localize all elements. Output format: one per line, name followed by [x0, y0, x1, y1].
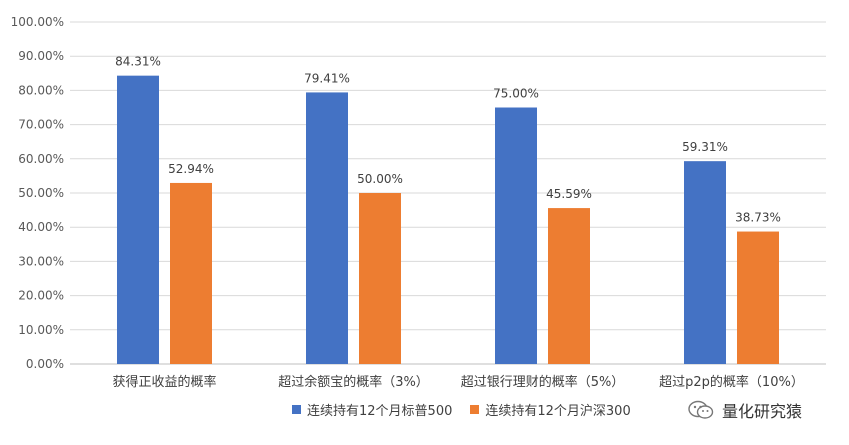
y-tick-label: 60.00% — [18, 152, 64, 166]
y-tick-label: 70.00% — [18, 118, 64, 132]
wechat-icon — [688, 400, 714, 419]
data-label: 45.59% — [546, 187, 592, 201]
data-label: 79.41% — [304, 71, 350, 85]
legend-label-series-1: 连续持有12个月标普500 — [307, 404, 453, 419]
legend-swatch-series-2 — [470, 405, 480, 414]
bar — [684, 161, 726, 364]
y-tick-label: 40.00% — [18, 220, 64, 234]
data-label: 59.31% — [682, 140, 728, 154]
bar — [548, 208, 590, 364]
watermark-text: 量化研究猿 — [722, 402, 803, 421]
watermark: 量化研究猿 — [688, 398, 802, 422]
data-label: 75.00% — [493, 87, 539, 101]
y-tick-label: 20.00% — [18, 289, 64, 303]
bar — [495, 107, 537, 364]
y-tick-label: 90.00% — [18, 49, 64, 63]
bar — [359, 193, 401, 364]
bar — [737, 231, 779, 364]
x-tick-label: 超过余额宝的概率（3%） — [278, 374, 429, 390]
x-tick-label: 超过p2p的概率（10%） — [659, 374, 804, 390]
legend-label-series-2: 连续持有12个月沪深300 — [485, 404, 631, 419]
x-tick-label: 超过银行理财的概率（5%） — [461, 374, 625, 390]
legend-swatch-series-1 — [292, 405, 301, 414]
legend-item-series-2: 连续持有12个月沪深300 — [470, 400, 631, 419]
bar — [170, 182, 212, 364]
y-tick-label: 100.00% — [11, 15, 64, 29]
y-tick-label: 50.00% — [18, 186, 64, 200]
y-tick-label: 30.00% — [18, 254, 64, 268]
legend-item-series-1: 连续持有12个月标普500 — [292, 400, 452, 419]
y-tick-label: 0.00% — [26, 357, 64, 371]
data-label: 50.00% — [357, 172, 403, 186]
y-tick-label: 10.00% — [18, 323, 64, 337]
data-label: 52.94% — [168, 162, 214, 176]
legend: 连续持有12个月标普500 连续持有12个月沪深300 — [292, 400, 631, 419]
y-tick-label: 80.00% — [18, 83, 64, 97]
bar — [117, 75, 159, 365]
data-label: 84.31% — [115, 55, 161, 69]
data-label: 38.73% — [735, 211, 781, 225]
bar — [306, 92, 348, 365]
x-tick-label: 获得正收益的概率 — [112, 374, 216, 390]
